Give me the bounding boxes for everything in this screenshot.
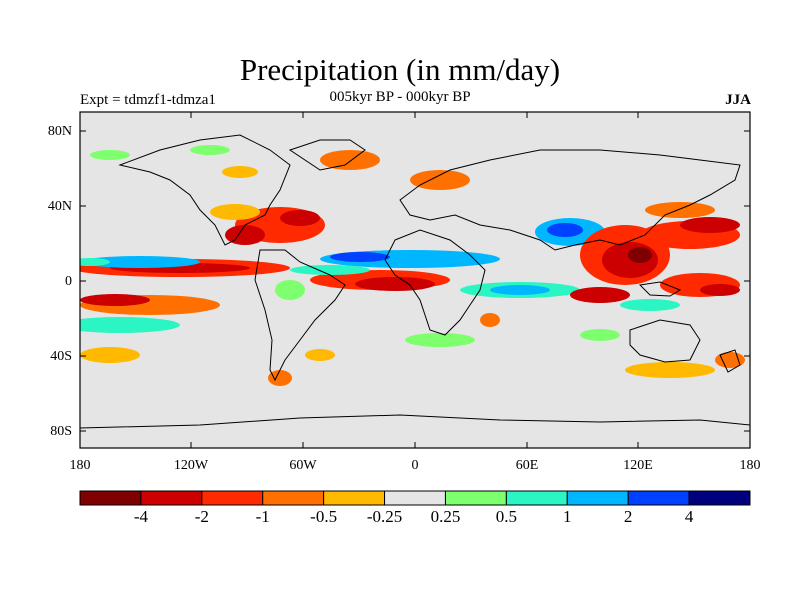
lat-tick-label: 80N <box>47 124 72 139</box>
anomaly-region <box>275 280 305 300</box>
colorbar-swatch <box>505 490 568 506</box>
colorbar-tick-label: -0.25 <box>366 507 403 526</box>
anomaly-region <box>222 166 258 178</box>
anomaly-region <box>580 329 620 341</box>
anomaly-region <box>602 242 658 278</box>
colorbar-swatch <box>444 490 507 506</box>
africa-coast <box>384 229 486 336</box>
anomaly-region <box>80 317 180 333</box>
anomaly-region <box>90 150 130 160</box>
anomaly-region <box>355 277 435 291</box>
anomaly-region <box>80 256 200 268</box>
anomaly-region <box>405 333 475 347</box>
lon-tick-label: 180 <box>739 458 761 473</box>
anomaly-region <box>570 287 630 303</box>
anomaly-region <box>80 347 140 363</box>
lon-tick-label: 180 <box>69 458 91 473</box>
anomaly-region <box>625 362 715 378</box>
lat-tick-label: 0 <box>65 274 72 289</box>
lon-tick-label: 60W <box>289 458 317 473</box>
colorbar <box>79 490 751 506</box>
colorbar-tick-label: 0.5 <box>495 507 517 526</box>
anomaly-region <box>645 202 715 218</box>
colorbar-tick-label: 0.25 <box>430 507 461 526</box>
anomaly-region <box>547 223 583 237</box>
colorbar-swatch <box>566 490 629 506</box>
colorbar-swatch <box>262 490 325 506</box>
anomaly-region <box>210 204 260 220</box>
colorbar-tick-label: -2 <box>194 507 209 526</box>
south-america-coast <box>254 249 346 382</box>
anomaly-region <box>80 258 110 266</box>
experiment-label: Expt = tdmzf1-tdmza1 <box>80 92 216 108</box>
colorbar-swatch <box>384 490 446 506</box>
lat-tick-label: 80S <box>50 424 72 439</box>
latitude-ticks <box>80 130 750 432</box>
anomaly-region <box>268 370 292 386</box>
anomaly-region <box>320 150 380 170</box>
anomaly-region <box>330 252 390 262</box>
anomaly-field <box>80 145 745 386</box>
anomaly-region <box>80 294 150 306</box>
colorbar-tick-label: -4 <box>133 507 148 526</box>
anomaly-region <box>305 349 335 361</box>
australia-coast <box>629 319 701 363</box>
lon-tick-label: 60E <box>515 458 539 473</box>
greenland-coast <box>288 139 366 171</box>
lon-tick-label: 120W <box>173 458 209 473</box>
lat-tick-label: 40N <box>47 199 72 214</box>
colorbar-swatch <box>201 490 264 506</box>
colorbar-tick-label: 1 <box>563 507 572 526</box>
anomaly-region <box>490 285 550 295</box>
subtitle-label: 005kyr BP - 000kyr BP <box>329 89 471 105</box>
colorbar-swatch <box>688 490 751 506</box>
colorbar-tick-label: 4 <box>684 507 694 526</box>
anomaly-region <box>410 170 470 190</box>
coastlines <box>80 134 750 429</box>
chart-title: Precipitation (in mm/day) <box>239 52 561 87</box>
anomaly-region <box>628 247 652 263</box>
colorbar-swatch <box>140 490 203 506</box>
anomaly-region <box>680 217 740 233</box>
anomaly-region <box>480 313 500 327</box>
lat-tick-label: 40S <box>50 349 72 364</box>
longitude-ticks <box>190 112 639 448</box>
colorbar-swatch <box>627 490 690 506</box>
lon-tick-label: 120E <box>623 458 653 473</box>
anomaly-region <box>620 299 680 311</box>
anomaly-region <box>700 284 740 296</box>
anomaly-region <box>190 145 230 155</box>
anomaly-region <box>290 265 370 275</box>
indonesia-coast <box>638 281 682 297</box>
eurasia-coast <box>399 149 741 251</box>
colorbar-swatch <box>79 490 142 506</box>
lon-tick-label: 0 <box>411 458 419 473</box>
anomaly-region <box>280 210 320 226</box>
colorbar-tick-label: 2 <box>623 507 633 526</box>
new-zealand-coast <box>719 349 741 373</box>
colorbar-swatch <box>323 490 386 506</box>
colorbar-tick-label: -1 <box>255 507 270 526</box>
antarctica-coast <box>80 414 750 429</box>
colorbar-tick-label: -0.5 <box>310 507 338 526</box>
north-america-coast <box>118 134 291 246</box>
season-label: JJA <box>725 92 751 108</box>
anomaly-region <box>715 352 745 368</box>
